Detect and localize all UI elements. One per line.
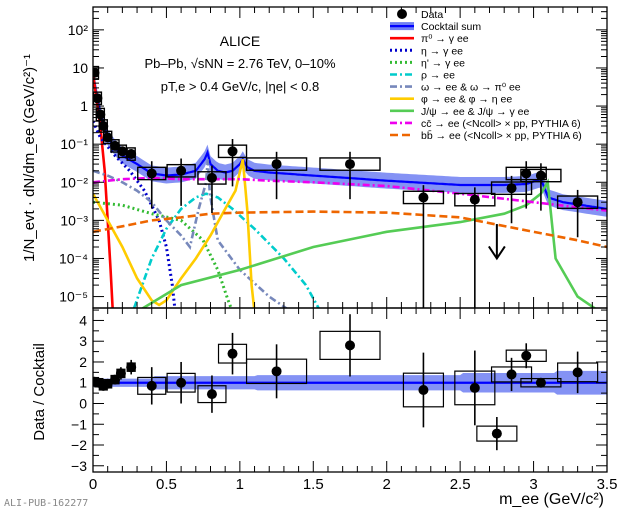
ratio-point xyxy=(418,385,429,395)
lower-y-axis-label: Data / Cocktail xyxy=(31,343,48,441)
lower-axes-frame xyxy=(92,307,608,473)
x-tick-label: 1 xyxy=(236,476,244,493)
upper-panel: 10² 10 1 10⁻¹ 10⁻² 10⁻³ 10⁻⁴ 10⁻⁵ ALICE Pb–Pb, … xyxy=(21,6,608,309)
ratio-point xyxy=(146,380,157,391)
ratio-point xyxy=(206,389,217,400)
data-point xyxy=(126,149,137,160)
legend-label: Data xyxy=(421,9,443,21)
x-tick-label: 2.5 xyxy=(450,476,471,493)
y-tick-label: 10² xyxy=(68,22,89,38)
ratio-point xyxy=(506,369,517,380)
data-point xyxy=(110,140,121,151)
ratio-y-tick-label: 4 xyxy=(79,312,87,328)
x-tick-label: 2 xyxy=(383,476,391,493)
upper-limit-arrow-head xyxy=(488,245,506,261)
ratio-point xyxy=(345,340,355,351)
y-tick-label: 10⁻² xyxy=(60,174,88,190)
ratio-point xyxy=(227,348,238,359)
jpsi-line xyxy=(140,178,597,308)
ratio-y-tick-label: −1 xyxy=(71,416,87,432)
x-tick-label: 3 xyxy=(529,476,537,493)
figure-id: ALI-PUB-162277 xyxy=(4,498,89,509)
ratio-point xyxy=(126,362,137,373)
legend-label: η' → γ ee xyxy=(421,57,465,69)
data-point xyxy=(506,183,517,194)
legend-swatch-data xyxy=(397,9,407,19)
ratio-points xyxy=(93,314,599,451)
ratio-point xyxy=(102,378,113,389)
data-point xyxy=(206,172,217,183)
ratio-point xyxy=(521,350,532,361)
data-point xyxy=(345,159,355,170)
data-point xyxy=(93,67,100,78)
data-point xyxy=(572,197,583,208)
data-point xyxy=(271,159,282,170)
ratio-point xyxy=(491,428,502,439)
upper-y-ticks: 10² 10 1 10⁻¹ 10⁻² 10⁻³ 10⁻⁴ 10⁻⁵ xyxy=(59,11,607,305)
y-tick-label: 1 xyxy=(80,98,88,114)
ratio-point xyxy=(271,366,282,377)
legend-label: π⁰ → γ ee xyxy=(421,33,469,45)
data-point xyxy=(176,165,187,176)
data-point xyxy=(535,170,546,181)
cocktail-components xyxy=(93,73,607,308)
data-point xyxy=(146,168,157,179)
experiment-label: ALICE xyxy=(220,33,260,49)
legend-label: bb̄ → ee (<Ncoll> × pp, PYTHIA 6) xyxy=(421,129,582,142)
ratio-point xyxy=(176,377,187,388)
beauty-line xyxy=(93,210,607,249)
data-point xyxy=(227,146,238,157)
legend-label: Cocktail sum xyxy=(421,21,481,33)
ratio-y-tick-label: 2 xyxy=(79,354,87,370)
x-axis-label: m_ee (GeV/c²) xyxy=(499,491,604,508)
x-axis-ticks: 0 0.5 1 1.5 2 2.5 3 3.5 xyxy=(89,7,618,493)
y-tick-label: 10⁻⁴ xyxy=(59,250,88,266)
ratio-point xyxy=(469,382,480,393)
legend-label: φ → ee & φ → η ee xyxy=(421,94,512,106)
data-point xyxy=(117,146,128,157)
data-point xyxy=(102,132,113,143)
cocktail-band xyxy=(93,65,607,217)
ratio-y-tick-label: −3 xyxy=(71,458,87,474)
omega-line xyxy=(93,159,289,308)
upper-y-axis-label: 1/N_evt · dN/dm_ee (GeV/c²)⁻¹ xyxy=(21,54,38,262)
x-tick-label: 1.5 xyxy=(303,476,324,493)
ratio-y-tick-label: 1 xyxy=(79,375,87,391)
data-point xyxy=(93,93,103,104)
legend-label: ω → ee & ω → π⁰ ee xyxy=(421,82,521,94)
ratio-y-tick-label: 3 xyxy=(79,333,87,349)
y-tick-label: 10⁻⁵ xyxy=(59,289,88,305)
ratio-y-tick-label: −2 xyxy=(71,437,87,453)
y-tick-label: 10⁻¹ xyxy=(60,136,88,152)
x-tick-label: 0.5 xyxy=(156,476,177,493)
legend-label: J/ψ → ee & J/ψ → γ ee xyxy=(421,106,529,118)
y-tick-label: 10⁻³ xyxy=(60,212,88,228)
legend-label: ρ → ee xyxy=(421,70,455,82)
system-label: Pb–Pb, √sNN = 2.76 TeV, 0–10% xyxy=(144,56,336,71)
legend-label: cc̄ → ee (<Ncoll> × pp, PYTHIA 6) xyxy=(421,118,581,130)
charm-line xyxy=(93,176,607,212)
data-point xyxy=(418,192,429,203)
ratio-y-tick-label: 0 xyxy=(79,395,87,411)
phi-line xyxy=(93,159,256,308)
eta-prime-dalitz-line xyxy=(93,200,233,308)
lower-y-ticks: 4 3 2 1 0 −1 −2 −3 xyxy=(71,309,607,474)
cuts-label: pT,e > 0.4 GeV/c, |ηe| < 0.8 xyxy=(161,79,320,94)
x-tick-label: 3.5 xyxy=(597,476,618,493)
data-point xyxy=(521,168,532,179)
data-point xyxy=(469,194,480,205)
ratio-point xyxy=(115,368,126,379)
data-point xyxy=(98,120,109,131)
ratio-point xyxy=(535,377,546,388)
legend-label: η → γ ee xyxy=(421,45,463,57)
y-tick-label: 10 xyxy=(72,60,88,76)
ratio-point xyxy=(572,367,583,378)
x-tick-label: 0 xyxy=(89,476,97,493)
